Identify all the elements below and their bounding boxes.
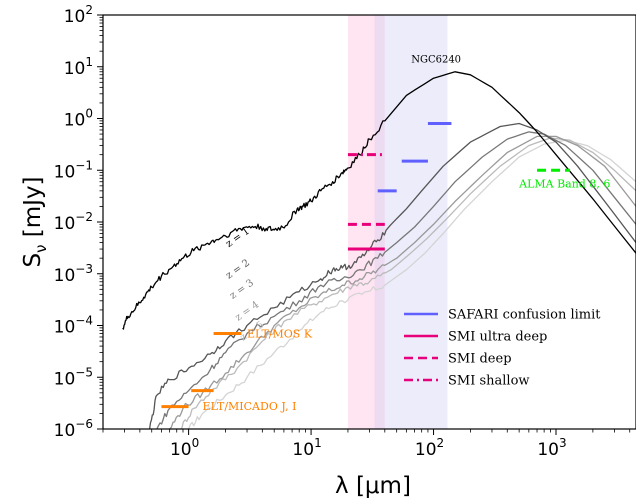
y-tick-label: 10−1	[54, 158, 93, 182]
annotation-elt-mos-k: ELT/MOS K	[247, 328, 313, 341]
y-tick-label: 10−2	[54, 210, 93, 234]
x-tick-label: 101	[292, 436, 321, 460]
legend-label-smi-ultra-deep: SMI ultra deep	[448, 330, 547, 345]
shaded-band-2	[384, 15, 448, 429]
sensitivity-limits	[161, 122, 570, 409]
shaded-band-0	[347, 15, 375, 429]
curve-z-1	[148, 122, 636, 430]
y-tick-label: 102	[64, 3, 93, 27]
y-axis-label: Sν [mJy]	[20, 176, 50, 267]
sed-curves	[122, 71, 636, 430]
y-tick-label: 101	[64, 55, 93, 79]
legend-label-safari-confusion-limit: SAFARI confusion limit	[448, 308, 601, 323]
wavelength-bands	[347, 15, 448, 429]
curve-ngc6240	[122, 71, 636, 330]
curve-label-z-3: z = 3	[228, 278, 256, 302]
y-axis-ticks: 102 101 100 10−1 10−2 10−3 10−4 10−5 10−6	[54, 3, 103, 441]
y-tick-label: 10−5	[54, 365, 93, 389]
annotation-elt-micado-j-i: ELT/MICADO J, I	[203, 400, 297, 413]
y-tick-label: 100	[64, 107, 93, 131]
x-tick-label: 103	[537, 436, 566, 460]
y-tick-label: 10−3	[54, 262, 93, 286]
legend-label-smi-shallow: SMI shallow	[448, 374, 530, 389]
curve-label-ngc6240: NGC6240	[411, 55, 461, 66]
curve-z-3	[169, 135, 636, 430]
shaded-band-1	[374, 15, 385, 429]
y-tick-label: 10−6	[54, 417, 93, 441]
legend: SAFARI confusion limit SMI ultra deep SMI …	[404, 308, 601, 389]
curve-z-5	[187, 139, 636, 430]
x-axis-label: λ [μm]	[335, 473, 411, 499]
curve-z-4	[179, 137, 636, 430]
curve-z-2	[156, 131, 636, 430]
legend-label-smi-deep: SMI deep	[448, 352, 512, 367]
x-axis-ticks: 100 101 102 103	[102, 429, 631, 460]
x-tick-label: 102	[415, 436, 444, 460]
x-tick-label: 100	[170, 436, 199, 460]
annotation-alma-band-8-6: ALMA Band 8, 6	[518, 178, 610, 191]
y-tick-label: 10−4	[54, 314, 93, 338]
